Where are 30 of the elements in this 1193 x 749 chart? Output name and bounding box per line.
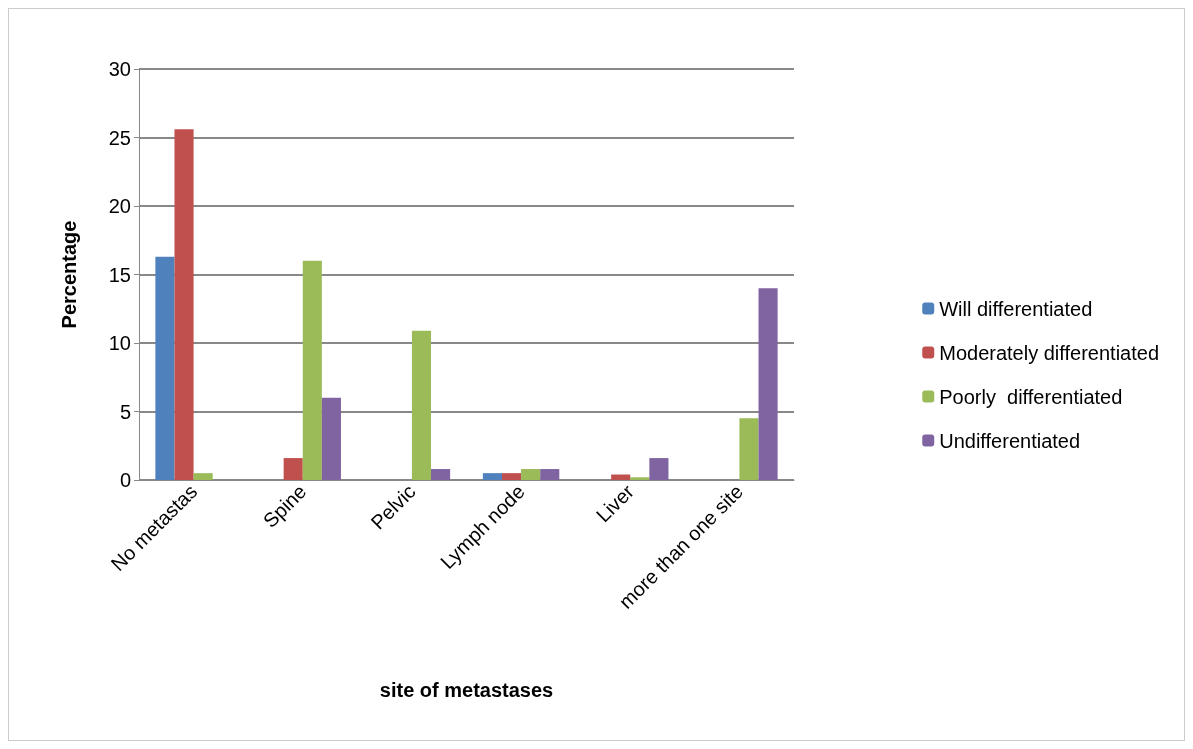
y-axis-title: Percentage bbox=[58, 220, 80, 329]
bar bbox=[174, 129, 194, 480]
bar bbox=[411, 330, 432, 480]
bar bbox=[302, 260, 322, 480]
legend-label: Undifferentiated bbox=[939, 429, 1081, 452]
bar bbox=[630, 477, 650, 480]
y-tick-label: 15 bbox=[108, 263, 131, 286]
bar bbox=[758, 288, 778, 480]
bar bbox=[155, 256, 175, 480]
bar bbox=[739, 418, 759, 480]
legend-label: Will differentiated bbox=[939, 297, 1093, 320]
y-tick-label: 5 bbox=[119, 400, 131, 423]
y-tick-label: 30 bbox=[108, 58, 131, 80]
legend-label: Poorly differentiated bbox=[939, 385, 1123, 408]
bar bbox=[540, 469, 560, 480]
y-tick-label: 25 bbox=[108, 126, 131, 149]
legend-label: Moderately differentiated bbox=[939, 341, 1159, 364]
x-axis-title: site of metastases bbox=[379, 679, 554, 701]
bar bbox=[501, 473, 522, 480]
y-tick-label: 0 bbox=[119, 469, 131, 491]
bar bbox=[649, 458, 669, 480]
bar bbox=[482, 473, 502, 480]
bar bbox=[193, 473, 213, 480]
bar bbox=[521, 469, 541, 480]
bar bbox=[611, 474, 631, 480]
y-tick-label: 10 bbox=[108, 332, 131, 354]
y-tick-label: 20 bbox=[108, 195, 131, 217]
bar bbox=[283, 458, 303, 480]
bar bbox=[431, 469, 451, 480]
bar bbox=[321, 397, 341, 480]
